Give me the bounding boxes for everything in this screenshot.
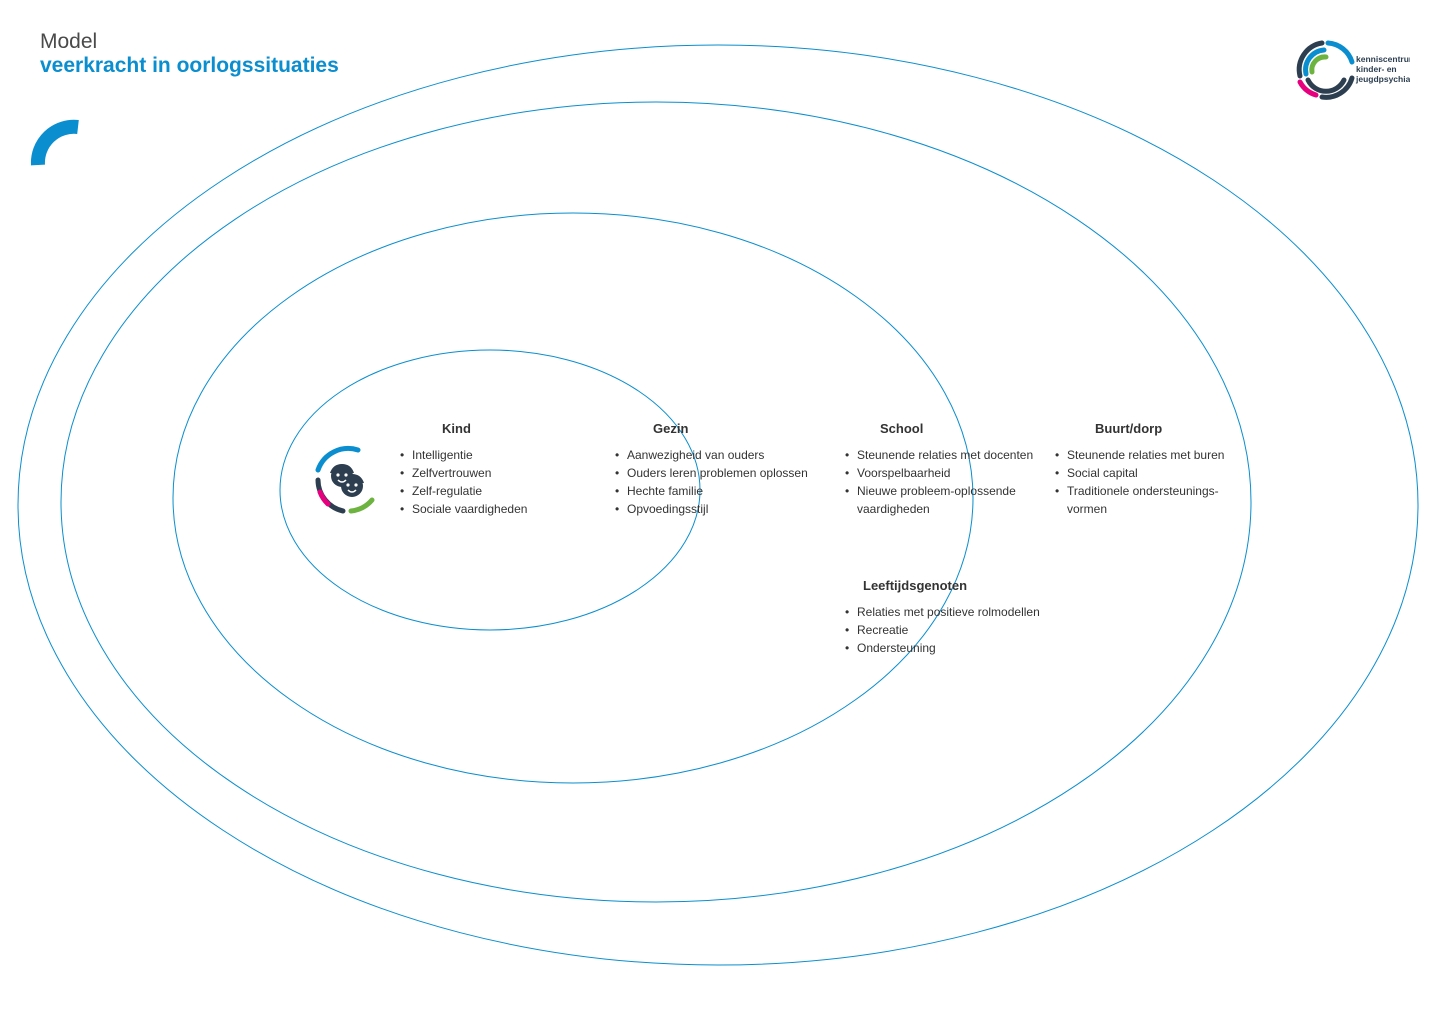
ring-list: Steunende relaties met burenSocial capit…: [1055, 446, 1255, 518]
ring-title: Kind: [442, 421, 600, 436]
ring-list: Relaties met positieve rolmodellenRecrea…: [845, 603, 1045, 657]
list-item: Traditionele ondersteunings-vormen: [1055, 482, 1255, 518]
ring-title: Gezin: [653, 421, 815, 436]
ring-block-0: Kind IntelligentieZelfvertrouwenZelf-regu…: [400, 421, 600, 518]
centre-children-icon: [313, 445, 383, 515]
ring-list: Steunende relaties met docentenVoorspelb…: [845, 446, 1045, 518]
list-item: Ouders leren problemen oplossen: [615, 464, 815, 482]
ring-title: School: [880, 421, 1045, 436]
list-item: Zelfvertrouwen: [400, 464, 600, 482]
list-item: Nieuwe probleem-oplossende vaardigheden: [845, 482, 1045, 518]
list-item: Zelf-regulatie: [400, 482, 600, 500]
list-item: Recreatie: [845, 621, 1045, 639]
list-item: Opvoedingsstijl: [615, 500, 815, 518]
list-item: Sociale vaardigheden: [400, 500, 600, 518]
list-item: Steunende relaties met docenten: [845, 446, 1045, 464]
ring-title: Leeftijdsgenoten: [863, 578, 1045, 593]
list-item: Voorspelbaarheid: [845, 464, 1045, 482]
ring-block-1: Gezin Aanwezigheid van oudersOuders leren…: [615, 421, 815, 518]
ring-list: IntelligentieZelfvertrouwenZelf-regulati…: [400, 446, 600, 518]
list-item: Intelligentie: [400, 446, 600, 464]
list-item: Ondersteuning: [845, 639, 1045, 657]
ring-block-2: School Steunende relaties met docentenVoo…: [845, 421, 1045, 518]
ring-block-3: Leeftijdsgenoten Relaties met positieve r…: [845, 578, 1045, 657]
concentric-diagram: Kind IntelligentieZelfvertrouwenZelf-regu…: [0, 0, 1440, 1018]
ring-block-4: Buurt/dorp Steunende relaties met burenSo…: [1055, 421, 1255, 518]
list-item: Steunende relaties met buren: [1055, 446, 1255, 464]
ring-title: Buurt/dorp: [1095, 421, 1255, 436]
list-item: Aanwezigheid van ouders: [615, 446, 815, 464]
ring-list: Aanwezigheid van oudersOuders leren prob…: [615, 446, 815, 518]
list-item: Relaties met positieve rolmodellen: [845, 603, 1045, 621]
list-item: Hechte familie: [615, 482, 815, 500]
list-item: Social capital: [1055, 464, 1255, 482]
